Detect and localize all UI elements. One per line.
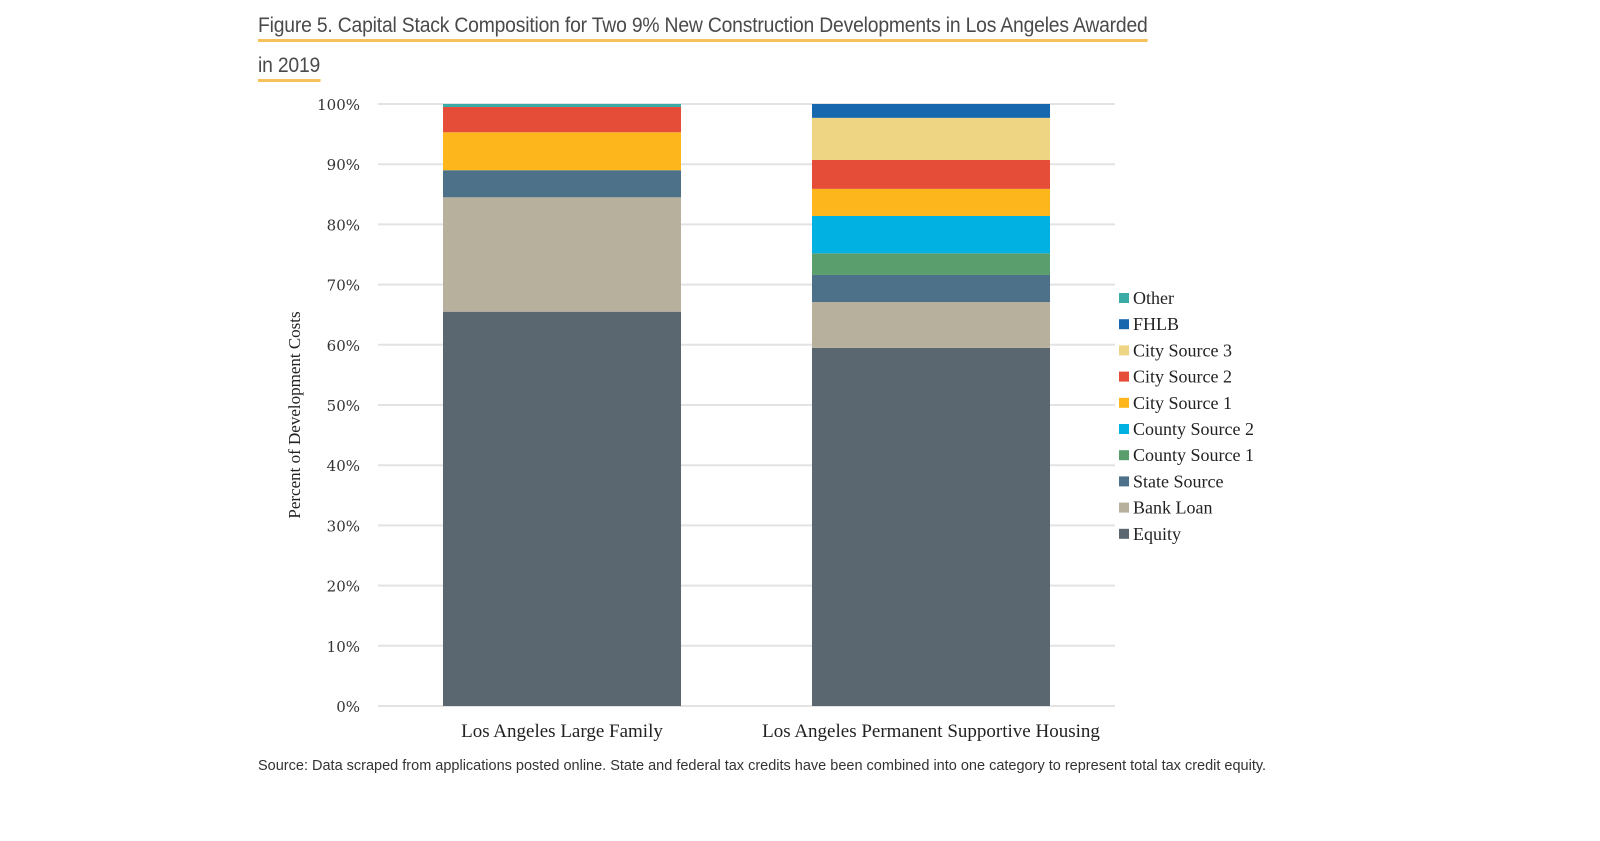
- legend-swatch: [1119, 502, 1129, 513]
- legend-swatch: [1119, 424, 1129, 434]
- legend-label: Bank Loan: [1133, 498, 1212, 518]
- legend-label: City Source 2: [1133, 367, 1232, 387]
- bar-segment-city-source-1: [812, 188, 1050, 216]
- bar-segment-county-source-1: [812, 253, 1050, 275]
- figure-title-line-2: in 2019: [258, 54, 320, 82]
- bar-segment-other: [443, 104, 681, 108]
- legend-swatch: [1119, 450, 1129, 461]
- legend-item: Other: [1119, 288, 1174, 308]
- y-tick-label: 70%: [327, 277, 360, 295]
- y-tick-label: 50%: [327, 397, 360, 415]
- legend-item: City Source 3: [1119, 340, 1232, 360]
- legend-label: FHLB: [1133, 314, 1179, 334]
- legend-item: City Source 2: [1119, 367, 1232, 387]
- bar-segment-bank-loan: [812, 302, 1050, 348]
- legend-label: State Source: [1133, 471, 1223, 491]
- y-tick-label: 30%: [327, 517, 360, 535]
- bar-segment-city-source-2: [443, 107, 681, 133]
- legend-swatch: [1119, 528, 1129, 539]
- bar-segment-county-source-2: [812, 215, 1050, 254]
- bar-segment-fhlb: [812, 104, 1050, 118]
- figure-title-line-1: Figure 5. Capital Stack Composition for …: [258, 14, 1148, 42]
- legend-label: Equity: [1133, 524, 1181, 544]
- legend-swatch: [1119, 397, 1129, 408]
- legend-swatch: [1119, 319, 1129, 330]
- legend-item: FHLB: [1119, 314, 1179, 334]
- bars: [443, 104, 1050, 706]
- bar-segment-city-source-3: [812, 117, 1050, 160]
- legend-item: County Source 2: [1119, 419, 1254, 439]
- bar-segment-state-source: [443, 170, 681, 198]
- bar-segment-city-source-2: [812, 159, 1050, 189]
- bar-segment-state-source: [812, 274, 1050, 303]
- y-tick-label: 40%: [327, 457, 360, 475]
- legend-item: Bank Loan: [1119, 498, 1212, 518]
- y-tick-label: 10%: [327, 638, 360, 656]
- y-axis-ticks: 0% 10% 20% 30% 40% 50% 60% 70% 80% 90% 100%: [317, 96, 360, 716]
- legend-item: County Source 1: [1119, 445, 1254, 465]
- figure-title-text-2: in 2019: [258, 54, 320, 82]
- legend-swatch: [1119, 293, 1129, 303]
- y-tick-label: 90%: [327, 156, 360, 174]
- bar-segment-city-source-1: [443, 132, 681, 171]
- legend-item: City Source 1: [1119, 393, 1232, 413]
- y-tick-label: 100%: [317, 96, 360, 114]
- source-note: Source: Data scraped from applications p…: [258, 758, 1267, 774]
- bar-segment-equity: [443, 311, 681, 706]
- legend-swatch: [1119, 476, 1129, 487]
- x-category-label: Los Angeles Permanent Supportive Housing: [762, 721, 1100, 742]
- legend-label: Other: [1133, 288, 1174, 308]
- bar-segment-bank-loan: [443, 197, 681, 312]
- category-labels: Los Angeles Large Family Los Angeles Perm…: [461, 721, 1100, 742]
- legend-label: City Source 1: [1133, 393, 1232, 413]
- y-tick-label: 0%: [336, 698, 360, 716]
- legend-label: County Source 1: [1133, 445, 1254, 465]
- figure-title-text-1: Figure 5. Capital Stack Composition for …: [258, 14, 1148, 42]
- bar-segment-equity: [812, 347, 1050, 706]
- legend-item: State Source: [1119, 471, 1223, 491]
- legend-label: County Source 2: [1133, 419, 1254, 439]
- y-tick-label: 20%: [327, 578, 360, 596]
- y-axis-label: Percent of Development Costs: [285, 311, 304, 518]
- legend: Other FHLB City Source 3 City Source 2 City …: [1119, 288, 1254, 544]
- legend-label: City Source 3: [1133, 340, 1232, 360]
- legend-item: Equity: [1119, 524, 1181, 544]
- y-tick-label: 60%: [327, 337, 360, 355]
- legend-swatch: [1119, 371, 1129, 382]
- legend-swatch: [1119, 345, 1129, 356]
- y-tick-label: 80%: [327, 216, 360, 234]
- x-category-label: Los Angeles Large Family: [461, 721, 663, 742]
